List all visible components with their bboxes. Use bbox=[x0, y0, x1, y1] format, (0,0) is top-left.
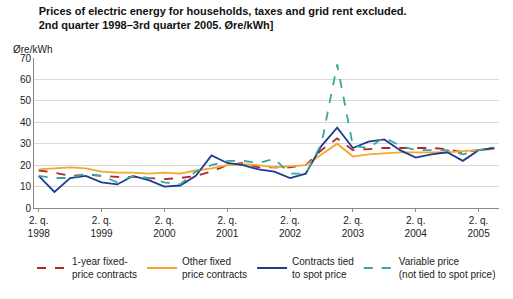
svg-text:Contracts tiedto spot price: Contracts tiedto spot price bbox=[292, 256, 354, 280]
svg-text:2. q.1999: 2. q.1999 bbox=[90, 215, 113, 239]
svg-text:Prices of electric energy for: Prices of electric energy for households… bbox=[39, 5, 407, 31]
svg-text:50: 50 bbox=[20, 95, 32, 106]
svg-text:0: 0 bbox=[25, 203, 31, 214]
svg-text:2. q.2003: 2. q.2003 bbox=[342, 215, 365, 239]
svg-text:2. q.2000: 2. q.2000 bbox=[153, 215, 176, 239]
svg-text:Øre/kWh: Øre/kWh bbox=[13, 44, 52, 55]
svg-text:Other fixedprice contracts: Other fixedprice contracts bbox=[182, 256, 247, 280]
svg-text:30: 30 bbox=[20, 138, 32, 149]
svg-text:2. q.2002: 2. q.2002 bbox=[279, 215, 302, 239]
svg-text:60: 60 bbox=[20, 74, 32, 85]
svg-text:20: 20 bbox=[20, 160, 32, 171]
svg-text:Variable price(not tied to spo: Variable price(not tied to spot price) bbox=[399, 256, 496, 280]
svg-text:10: 10 bbox=[20, 181, 32, 192]
svg-text:40: 40 bbox=[20, 117, 32, 128]
svg-text:70: 70 bbox=[20, 53, 32, 64]
svg-text:2. q.1998: 2. q.1998 bbox=[28, 215, 51, 239]
svg-text:1-year fixed-price contracts: 1-year fixed-price contracts bbox=[72, 256, 137, 280]
svg-text:2. q.2004: 2. q.2004 bbox=[405, 215, 428, 239]
svg-text:2. q.2005: 2. q.2005 bbox=[467, 215, 490, 239]
svg-text:2. q.2001: 2. q.2001 bbox=[216, 215, 239, 239]
